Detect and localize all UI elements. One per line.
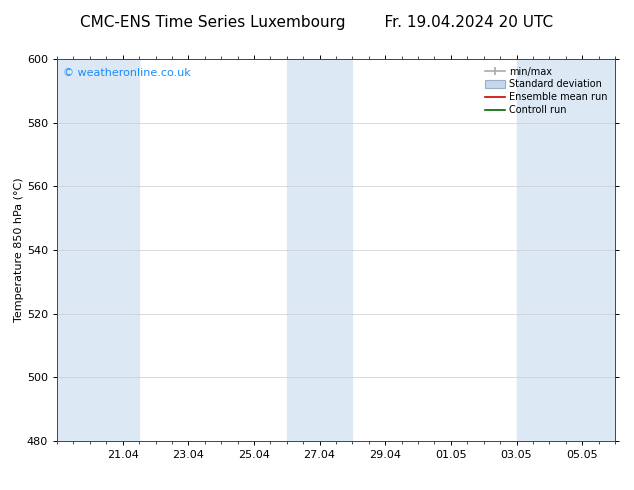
Y-axis label: Temperature 850 hPa (°C): Temperature 850 hPa (°C) [14,177,24,322]
Bar [549,59,615,441]
Legend: min/max, Standard deviation, Ensemble mean run, Controll run: min/max, Standard deviation, Ensemble me… [482,64,610,118]
Text: CMC-ENS Time Series Luxembourg        Fr. 19.04.2024 20 UTC: CMC-ENS Time Series Luxembourg Fr. 19.04… [81,15,553,30]
Bar [57,59,107,441]
Bar [107,59,139,441]
Text: © weatheronline.co.uk: © weatheronline.co.uk [63,69,190,78]
Bar [320,59,353,441]
Bar [517,59,549,441]
Bar [287,59,320,441]
